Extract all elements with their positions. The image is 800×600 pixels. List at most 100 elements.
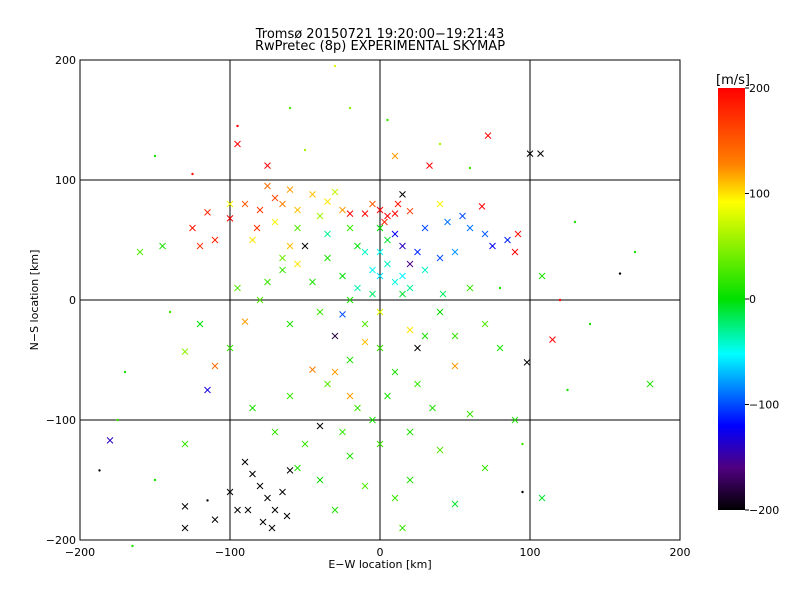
data-point-x: [406, 326, 414, 334]
data-point-x: [436, 254, 444, 262]
data-point-x: [256, 482, 264, 490]
data-point-x: [234, 140, 241, 148]
data-point-x: [211, 516, 219, 523]
data-point-x: [279, 488, 286, 496]
data-point-x: [331, 188, 339, 196]
data-point-x: [181, 524, 189, 532]
data-point-x: [466, 224, 474, 232]
data-point-dot: [153, 154, 157, 158]
data-point-dot: [123, 370, 127, 374]
chart-title: Tromsø 20150721 19:20:00−19:21:43: [255, 27, 505, 42]
data-point-x: [196, 242, 204, 250]
data-point-x: [439, 290, 447, 298]
data-points: [98, 64, 654, 548]
y-tick-label: 100: [55, 174, 76, 187]
data-point-x: [271, 428, 279, 436]
data-point-x: [523, 359, 531, 366]
data-point-x: [271, 506, 279, 514]
data-point-dot: [98, 469, 101, 472]
data-point-x: [294, 464, 301, 472]
data-point-x: [331, 332, 339, 340]
data-point-x: [391, 278, 399, 286]
data-point-x: [234, 506, 241, 514]
data-point-x: [384, 392, 391, 400]
data-point-x: [354, 284, 361, 292]
data-point-x: [496, 344, 504, 352]
data-point-x: [106, 437, 114, 444]
colorbar-tick-label: −100: [749, 399, 779, 412]
data-point-x: [451, 362, 459, 370]
data-point-x: [406, 260, 414, 268]
data-point-x: [354, 404, 361, 412]
data-point-x: [189, 224, 196, 232]
data-point-x: [301, 440, 309, 448]
data-point-x: [264, 182, 271, 190]
data-point-x: [264, 278, 271, 286]
data-point-x: [391, 368, 399, 376]
data-point-dot: [333, 64, 337, 68]
colorbar-tick-label: 100: [749, 188, 770, 201]
data-point-x: [549, 336, 556, 343]
data-point-dot: [386, 118, 389, 122]
data-point-x: [316, 422, 324, 430]
data-point-dot: [153, 478, 157, 482]
data-point-x: [211, 362, 219, 370]
data-point-x: [421, 224, 429, 232]
x-tick-label: 100: [520, 546, 541, 559]
data-point-x: [406, 476, 414, 484]
x-tick-label: −200: [65, 546, 95, 559]
data-point-x: [466, 410, 474, 418]
data-point-x: [159, 242, 166, 250]
data-point-x: [391, 152, 399, 160]
data-point-x: [376, 440, 384, 448]
data-point-x: [339, 206, 346, 214]
data-point-x: [436, 308, 444, 316]
data-point-x: [394, 200, 402, 208]
data-point-x: [294, 224, 301, 232]
data-point-x: [361, 338, 369, 346]
data-point-dot: [206, 499, 209, 502]
data-point-x: [324, 198, 331, 205]
data-point-x: [339, 428, 346, 436]
data-point-x: [294, 206, 301, 214]
data-point-x: [271, 218, 279, 226]
data-point-x: [436, 446, 444, 454]
data-point-x: [451, 332, 459, 340]
data-point-x: [391, 494, 399, 502]
data-point-x: [451, 500, 459, 508]
data-point-x: [478, 203, 486, 210]
data-point-x: [286, 320, 294, 328]
data-point-x: [226, 344, 234, 352]
colorbar-ticks: 200 100 0 −100 −200: [745, 82, 779, 517]
data-point-x: [346, 392, 354, 400]
data-point-x: [481, 320, 489, 328]
data-point-x: [369, 266, 376, 274]
data-point-x: [406, 207, 414, 215]
data-point-x: [391, 210, 399, 217]
data-point-x: [279, 254, 286, 262]
data-point-x: [211, 236, 219, 244]
data-point-x: [538, 494, 546, 502]
data-point-x: [361, 248, 369, 256]
data-point-x: [226, 215, 234, 222]
data-point-dot: [116, 418, 119, 422]
y-tick-label: 0: [69, 294, 76, 307]
data-point-x: [414, 344, 421, 352]
data-point-dot: [573, 220, 577, 224]
data-point-x: [283, 512, 291, 520]
data-point-x: [324, 254, 331, 262]
data-point-x: [244, 506, 252, 514]
y-tick-label: 200: [55, 54, 76, 67]
data-point-x: [241, 458, 249, 466]
chart-subtitle: RwPretec (8p) EXPERIMENTAL SKYMAP: [255, 39, 505, 54]
data-point-x: [196, 320, 204, 328]
data-point-x: [376, 308, 384, 316]
data-point-x: [204, 386, 211, 394]
data-point-x: [391, 230, 399, 238]
data-point-x: [481, 230, 489, 238]
data-point-x: [339, 311, 346, 318]
data-point-x: [249, 236, 256, 244]
data-point-x: [264, 162, 271, 169]
data-point-x: [316, 308, 324, 316]
